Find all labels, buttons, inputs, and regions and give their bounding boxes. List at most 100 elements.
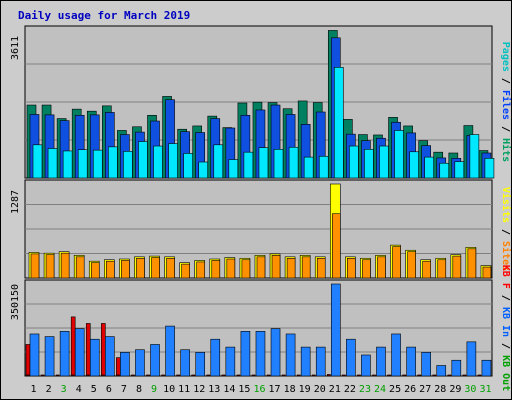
panel-hits-files-pages: 3611 Pages / Files / Hits [10, 25, 512, 179]
bar-sites-day-4 [75, 256, 85, 279]
x-tick-label: 20 [314, 384, 326, 395]
bar-pages-day-15 [243, 151, 254, 179]
x-tick-label: 23 [359, 384, 371, 395]
bar-pages-day-23 [364, 149, 374, 179]
bar-kb-in-day-26 [406, 346, 416, 377]
bar-kb-in-day-1 [29, 333, 40, 377]
bar-pages-day-25 [394, 130, 404, 179]
bar-kb-out-day-17 [266, 374, 271, 377]
bar-sites-day-17 [271, 255, 281, 279]
y-max-label: 350150 [10, 284, 21, 320]
bar-kb-in-day-17 [270, 328, 281, 377]
x-tick-label: 21 [329, 384, 341, 395]
x-tick-label: 31 [479, 384, 491, 395]
bar-sites-day-31 [482, 266, 492, 279]
x-tick-label: 5 [91, 384, 97, 395]
bar-kb-in-day-19 [300, 346, 311, 377]
bar-kb-out-day-14 [221, 374, 226, 377]
bar-sites-day-29 [452, 255, 462, 279]
bar-kb-out-day-1 [25, 374, 30, 377]
bar-kb-out-day-12 [191, 374, 196, 377]
bar-kb-f-day-1 [25, 344, 31, 377]
bar-kb-out-day-2 [40, 374, 45, 377]
bar-sites-day-21 [331, 213, 341, 279]
bar-sites-day-6 [106, 260, 115, 279]
bar-sites-day-3 [60, 252, 70, 279]
bar-kb-out-day-27 [417, 374, 421, 377]
bar-kb-in-day-3 [59, 331, 70, 377]
bar-pages-day-13 [213, 144, 224, 179]
bar-kb-out-day-25 [387, 374, 391, 377]
bar-kb-in-day-16 [255, 331, 266, 377]
bar-sites-day-19 [301, 256, 311, 279]
x-tick-label: 7 [121, 384, 127, 395]
bar-kb-in-day-10 [165, 325, 175, 377]
bar-pages-day-4 [77, 149, 88, 179]
bar-pages-day-16 [258, 147, 269, 179]
x-tick-label: 24 [374, 384, 386, 395]
bar-pages-day-5 [92, 149, 103, 179]
x-tick-label: 28 [434, 384, 446, 395]
bar-kb-f-day-6 [101, 323, 106, 377]
bar-sites-day-2 [45, 254, 55, 279]
bar-kb-out-day-22 [342, 374, 346, 377]
bar-sites-day-10 [166, 257, 175, 279]
legend-visits-sites: Visits / Sites [500, 187, 512, 271]
bar-kb-out-day-28 [432, 374, 437, 377]
bar-pages-day-31 [484, 158, 495, 179]
chart-title: Daily usage for March 2019 [18, 9, 190, 22]
bar-kb-in-day-20 [315, 346, 326, 377]
x-tick-label: 3 [61, 384, 67, 395]
x-tick-label: 22 [344, 384, 356, 395]
x-tick-label: 13 [208, 384, 220, 395]
bar-sites-day-14 [226, 258, 236, 279]
bar-kb-out-day-5 [85, 374, 90, 377]
bar-kb-in-day-12 [195, 352, 206, 377]
bar-pages-day-12 [198, 161, 209, 179]
bar-kb-in-day-8 [135, 349, 145, 377]
x-tick-label: 29 [449, 384, 461, 395]
x-tick-label: 12 [193, 384, 205, 395]
bar-pages-day-24 [379, 145, 389, 179]
y-max-label: 3611 [10, 36, 21, 60]
bar-kb-out-day-13 [206, 374, 211, 377]
bar-kb-f-day-4 [70, 316, 76, 377]
y-max-label: 1287 [10, 190, 21, 214]
bar-pages-day-30 [469, 134, 480, 179]
x-tick-label: 1 [31, 384, 37, 395]
bar-kb-out-day-29 [447, 374, 452, 377]
bar-sites-day-7 [121, 260, 130, 279]
bar-kb-out-day-10 [161, 374, 165, 377]
bar-sites-day-25 [392, 246, 401, 279]
bar-kb-in-day-7 [120, 352, 130, 377]
x-tick-label: 10 [163, 384, 175, 395]
bar-kb-out-day-23 [357, 374, 361, 377]
bar-pages-day-10 [168, 143, 178, 179]
bar-kb-f-day-7 [116, 357, 121, 377]
bar-kb-in-day-9 [150, 344, 160, 377]
bar-kb-in-day-24 [376, 346, 386, 377]
bar-pages-day-7 [123, 151, 133, 179]
bar-pages-day-1 [32, 144, 43, 179]
bar-pages-day-19 [303, 156, 314, 179]
bar-pages-day-22 [349, 145, 359, 179]
bar-kb-out-day-4 [70, 374, 75, 377]
bar-pages-day-9 [153, 145, 163, 179]
bar-kb-in-day-15 [240, 331, 251, 377]
bar-sites-day-24 [377, 256, 386, 279]
bar-pages-day-20 [318, 155, 329, 179]
bar-kb-in-day-23 [361, 354, 371, 377]
bar-sites-day-13 [211, 260, 221, 279]
x-tick-label: 4 [76, 384, 82, 395]
legend-hits-files-pages: Pages / Files / Hits [500, 42, 512, 162]
bar-sites-day-1 [30, 253, 40, 279]
bar-pages-day-27 [424, 156, 434, 179]
bar-pages-day-8 [138, 141, 148, 179]
x-tick-label: 18 [284, 384, 296, 395]
bar-kb-out-day-20 [311, 374, 316, 377]
bar-sites-day-8 [136, 257, 145, 279]
x-tick-label: 6 [106, 384, 112, 395]
x-tick-label: 17 [269, 384, 281, 395]
bar-pages-day-14 [228, 159, 239, 179]
